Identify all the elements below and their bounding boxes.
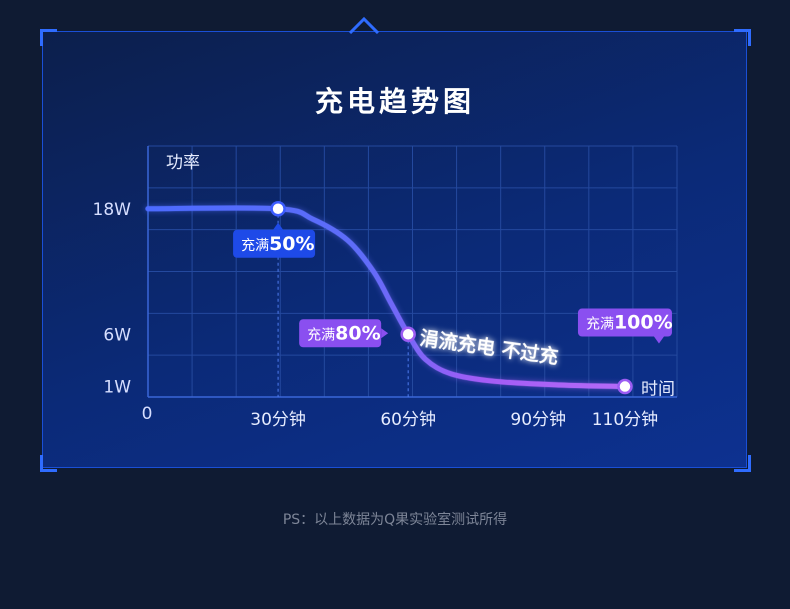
x-tick-label: 110分钟: [592, 410, 658, 430]
data-label-text: 充满80%: [307, 322, 380, 344]
data-label: 充满50%: [233, 222, 316, 258]
data-label-box: [299, 319, 382, 348]
frame-corner-bottom-left: [40, 455, 57, 472]
series-line: [145, 205, 628, 390]
x-axis-label: 时间: [641, 380, 675, 400]
y-tick-label: 1W: [103, 378, 131, 398]
data-point: [270, 201, 286, 217]
data-point: [400, 326, 416, 342]
chart-panel: [42, 31, 747, 468]
y-tick-label: 6W: [103, 325, 131, 345]
frame-corner-top-left: [40, 29, 57, 46]
x-tick-label: 30分钟: [250, 410, 306, 430]
frame-corner-bottom-right: [734, 455, 751, 472]
y-axis-label: 功率: [166, 153, 200, 173]
footnote: PS：以上数据为Q果实验室测试所得: [282, 512, 508, 528]
frame-corner-top-right: [734, 29, 751, 46]
data-label-box: [233, 229, 316, 258]
data-label: 充满80%: [299, 319, 389, 348]
x-origin-label: 0: [142, 404, 153, 424]
trickle-charge-annotation: 涓流充电 不过充: [418, 326, 559, 368]
panel-top-notch: [349, 16, 379, 34]
data-label: 充满100%: [577, 308, 673, 344]
data-point: [617, 378, 633, 395]
data-label-text: 充满50%: [241, 233, 314, 255]
data-label-text: 充满100%: [586, 312, 673, 334]
x-tick-label: 90分钟: [510, 410, 566, 430]
data-label-box: [577, 308, 672, 337]
y-tick-label: 18W: [93, 200, 132, 220]
grid: [148, 145, 678, 397]
x-tick-label: 60分钟: [380, 410, 436, 430]
chart-title: 充电趋势图: [314, 85, 475, 118]
